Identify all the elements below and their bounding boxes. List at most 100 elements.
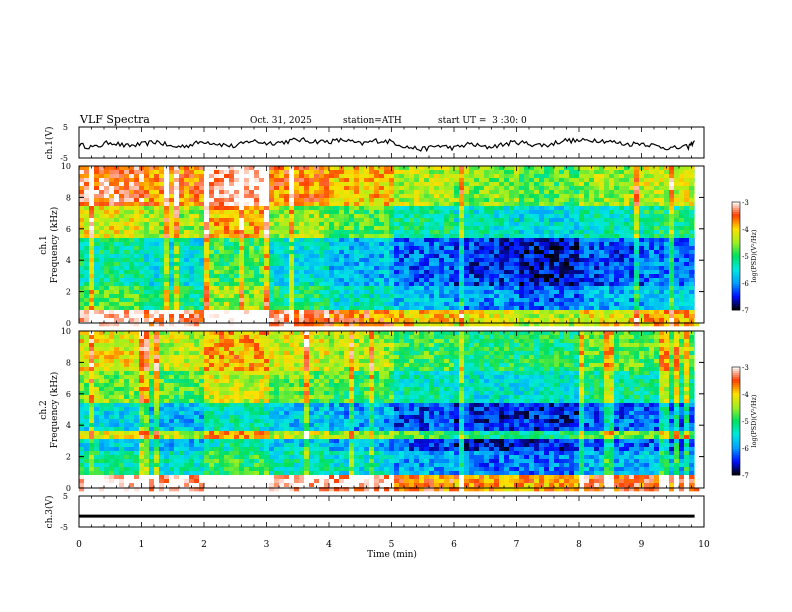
spectrogram-cell [304, 178, 310, 183]
spectrogram-cell [394, 166, 400, 171]
spectrogram-cell [164, 198, 170, 203]
spectrogram-cell [284, 322, 290, 327]
spectrogram-cell [529, 178, 535, 183]
spectrogram-cell [459, 194, 465, 199]
spectrogram-cell [294, 274, 300, 279]
spectrogram-cell [594, 202, 600, 207]
spectrogram-cell [329, 170, 335, 175]
spectrogram-cell [439, 274, 445, 279]
spectrogram-cell [109, 298, 115, 303]
spectrogram-cell [474, 186, 480, 191]
spectrogram-cell [304, 214, 310, 219]
spectrogram-cell [429, 310, 435, 315]
spectrogram-cell [219, 230, 225, 235]
spectrogram-cell [519, 294, 525, 299]
spectrogram-cell [374, 170, 380, 175]
spectrogram-cell [134, 322, 140, 327]
spectrogram-cell [609, 214, 615, 219]
spectrogram-cell [149, 206, 155, 211]
spectrogram-cell [174, 174, 180, 179]
spectrogram-cell [254, 322, 260, 327]
spectrogram-cell [469, 258, 475, 263]
spectrogram-cell [334, 318, 340, 323]
spectrogram-cell [694, 322, 700, 327]
spectrogram-cell [639, 222, 645, 227]
spectrogram-cell [564, 210, 570, 215]
spectrogram-cell [409, 190, 415, 195]
spectrogram-cell [384, 190, 390, 195]
spectrogram-cell [604, 198, 610, 203]
spectrogram-cell [129, 234, 135, 239]
spectrogram-cell [389, 230, 395, 235]
spectrogram-cell [284, 222, 290, 227]
spectrogram-cell [334, 238, 340, 243]
spectrogram-cell [349, 174, 355, 179]
spectrogram-cell [329, 310, 335, 315]
spectrogram-cell [189, 234, 195, 239]
spectrogram-cell [164, 210, 170, 215]
spectrogram-cell [379, 250, 385, 255]
spectrogram-cell [179, 302, 185, 307]
spectrogram-cell [589, 234, 595, 239]
spectrogram-cell [184, 318, 190, 323]
spectrogram-cell [89, 178, 95, 183]
spectrogram-cell [319, 170, 325, 175]
spectrogram-cell [264, 182, 270, 187]
spectrogram-cell [284, 282, 290, 287]
spectrogram-cell [359, 194, 365, 199]
spectrogram-cell [464, 250, 470, 255]
spectrogram-cell [494, 214, 500, 219]
spectrogram-cell [309, 306, 315, 311]
spectrogram-cell [249, 286, 255, 291]
spectrogram-cell [524, 218, 530, 223]
spectrogram-cell [319, 174, 325, 179]
spectrogram-cell [544, 226, 550, 231]
spectrogram-cell [154, 314, 160, 319]
spectrogram-cell [564, 262, 570, 267]
spectrogram-cell [109, 282, 115, 287]
spectrogram-cell [209, 206, 215, 211]
spectrogram-cell [639, 186, 645, 191]
spectrogram-cell [504, 194, 510, 199]
spectrogram-cell [454, 310, 460, 315]
spectrogram-cell [309, 254, 315, 259]
spectrogram-cell [689, 190, 695, 195]
spectrogram-cell [534, 178, 540, 183]
spectrogram-cell [419, 214, 425, 219]
spectrogram-cell [309, 210, 315, 215]
spectrogram-cell [659, 242, 665, 247]
spectrogram-cell [359, 318, 365, 323]
spectrogram-cell [119, 286, 125, 291]
spectrogram-cell [144, 206, 150, 211]
spectrogram-cell [114, 282, 120, 287]
spectrogram-cell [349, 322, 355, 327]
spectrogram-cell [509, 214, 515, 219]
spectrogram-cell [399, 250, 405, 255]
spectrogram-cell [674, 262, 680, 267]
spectrogram-cell [474, 258, 480, 263]
spectrogram-cell [539, 270, 545, 275]
spectrogram-cell [634, 310, 640, 315]
spectrogram-cell [369, 194, 375, 199]
spectrogram-cell [554, 274, 560, 279]
spectrogram-cell [444, 254, 450, 259]
spectrogram-cell [459, 230, 465, 235]
spectrogram-cell [119, 214, 125, 219]
spectrogram-cell [329, 214, 335, 219]
spectrogram-cell [369, 222, 375, 227]
spectrogram-cell [114, 206, 120, 211]
spectrogram-cell [659, 318, 665, 323]
spectrogram-cell [589, 282, 595, 287]
spectrogram-cell [689, 194, 695, 199]
spectrogram-cell [449, 322, 455, 327]
spectrogram-cell [79, 254, 85, 259]
spectrogram-cell [234, 266, 240, 271]
spectrogram-cell [319, 238, 325, 243]
spectrogram-cell [334, 186, 340, 191]
spectrogram-cell [189, 262, 195, 267]
spectrogram-cell [584, 206, 590, 211]
spectrogram-cell [499, 270, 505, 275]
spectrogram-cell [629, 242, 635, 247]
spectrogram-cell [224, 210, 230, 215]
spectrogram-cell [569, 230, 575, 235]
